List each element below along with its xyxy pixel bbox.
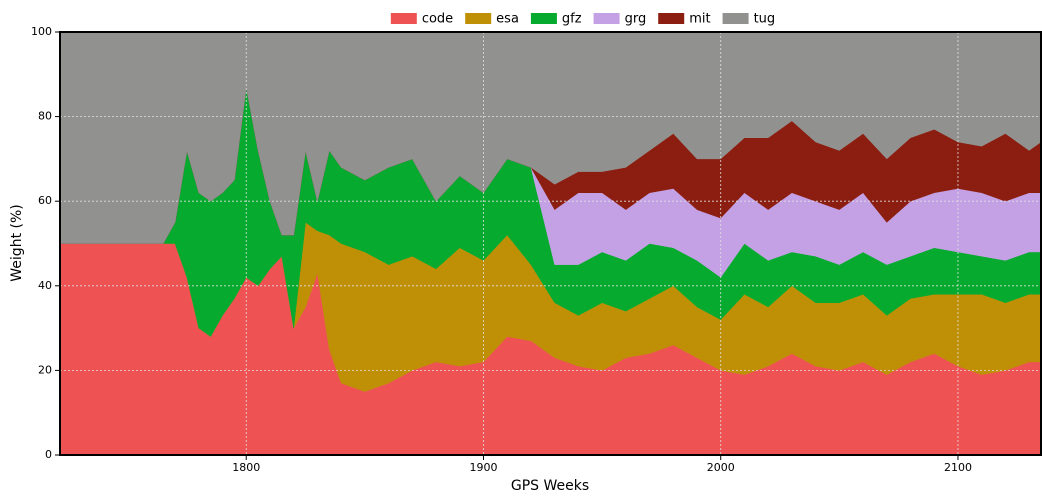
legend-swatch xyxy=(593,13,620,24)
x-tick-label: 1900 xyxy=(469,461,497,474)
plot-area xyxy=(60,31,1042,456)
x-axis-title: GPS Weeks xyxy=(511,478,589,494)
y-tick-label: 20 xyxy=(38,363,52,376)
legend-label: code xyxy=(422,12,453,27)
legend-label: esa xyxy=(496,12,519,27)
y-tick-label: 80 xyxy=(38,110,52,123)
legend-swatch xyxy=(390,13,417,24)
legend-swatch xyxy=(658,13,685,24)
x-tick-label: 2000 xyxy=(707,461,735,474)
legend-swatch xyxy=(465,13,492,24)
y-tick-label: 100 xyxy=(31,25,52,38)
x-tick-label: 1800 xyxy=(232,461,260,474)
x-tick-label: 2100 xyxy=(944,461,972,474)
y-axis-title: Weight (%) xyxy=(9,204,25,281)
legend-label: grg xyxy=(625,12,647,27)
legend: code esa gfz grg mit tug xyxy=(390,12,776,27)
y-tick-label: 0 xyxy=(45,448,52,461)
y-tick-label: 60 xyxy=(38,194,52,207)
plot-frame xyxy=(59,31,1042,456)
legend-swatch xyxy=(722,13,749,24)
legend-label: mit xyxy=(689,12,710,27)
legend-label: gfz xyxy=(562,12,582,27)
y-tick-label: 40 xyxy=(38,279,52,292)
legend-swatch xyxy=(530,13,557,24)
legend-label: tug xyxy=(754,12,776,27)
